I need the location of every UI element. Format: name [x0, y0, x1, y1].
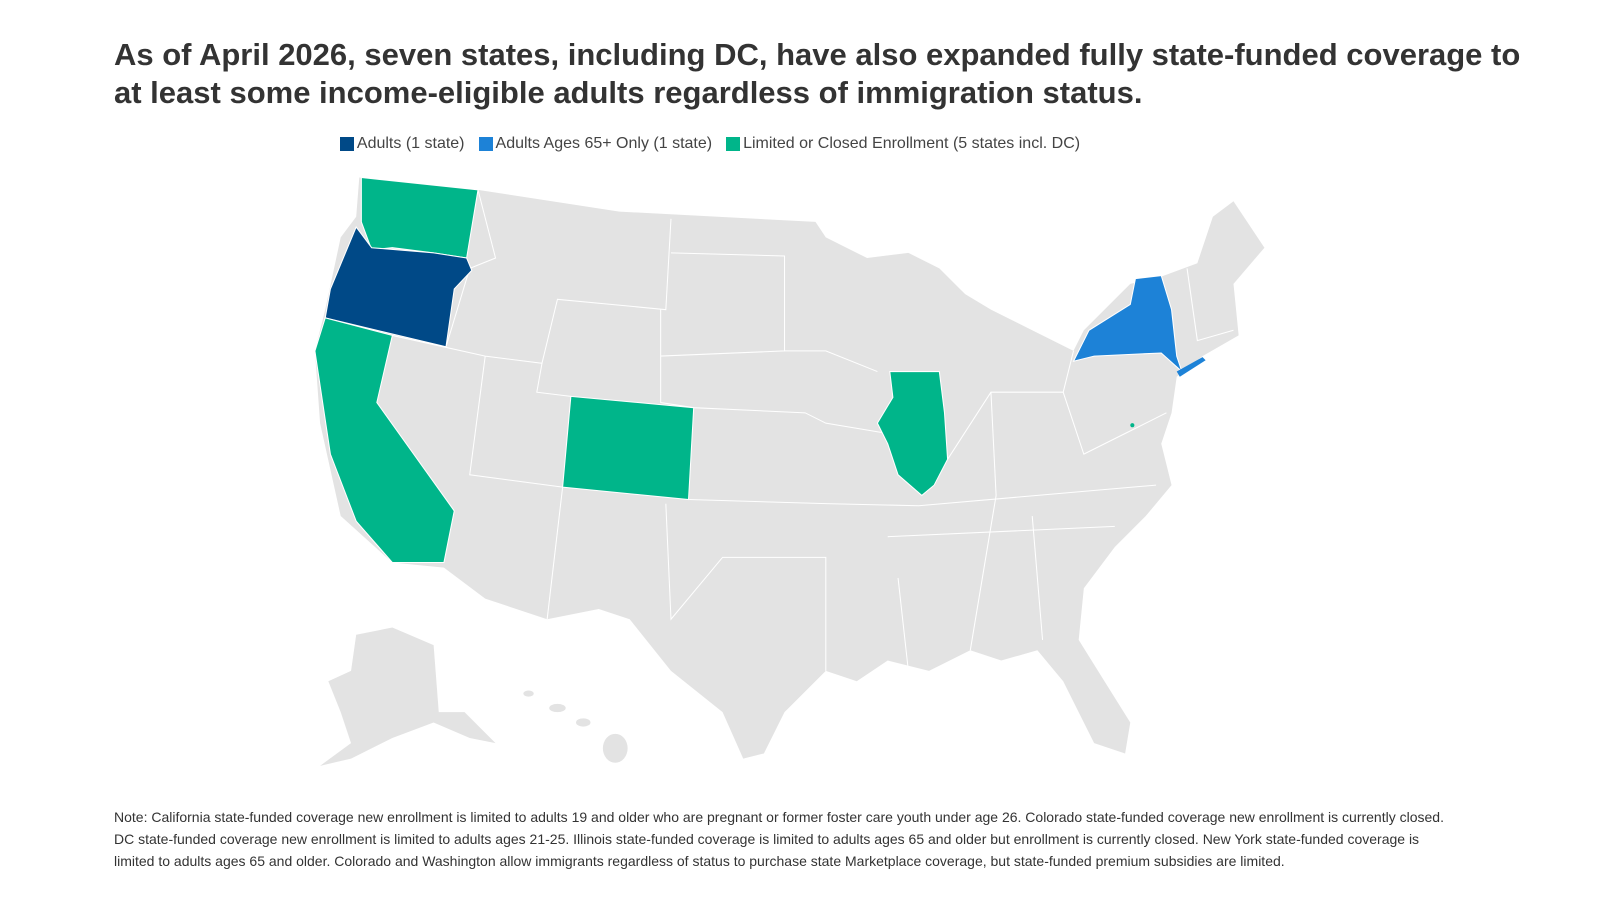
legend-label: Adults Ages 65+ Only (1 state) — [495, 135, 713, 152]
state-colorado — [562, 395, 695, 501]
note: Note: California state-funded coverage n… — [114, 809, 1444, 869]
alaska — [320, 627, 496, 766]
legend-label: Limited or Closed Enrollment (5 states i… — [743, 135, 1081, 152]
legend: Adults (1 state) Adults Ages 65+ Only (1 … — [0, 135, 1600, 153]
state-new-york — [1072, 275, 1183, 374]
legend-item: Adults Ages 65+ Only (1 state) — [478, 135, 713, 153]
dc — [1130, 423, 1135, 428]
state-illinois — [876, 371, 949, 497]
title: As of April 2026, seven states, includin… — [114, 37, 1521, 110]
state-washington — [360, 176, 479, 259]
legend-label: Adults (1 state) — [356, 135, 465, 152]
state-oregon — [324, 226, 473, 348]
legend-item: Adults (1 state) — [339, 135, 465, 153]
legend-swatch — [478, 137, 493, 151]
legend-item: Limited or Closed Enrollment (5 states i… — [726, 135, 1080, 153]
legend-swatch — [339, 137, 354, 151]
long-island — [1176, 357, 1206, 377]
state-borders — [392, 189, 1234, 671]
hawaii — [523, 690, 628, 763]
legend-swatch — [726, 137, 741, 151]
state-california — [314, 317, 455, 564]
